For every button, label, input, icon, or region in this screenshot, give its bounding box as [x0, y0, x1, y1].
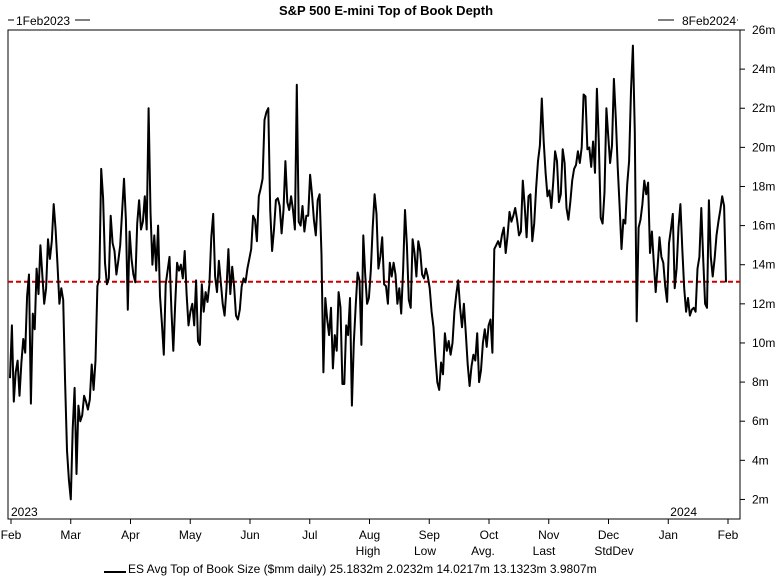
- year-label-end: 2024: [670, 505, 697, 519]
- chart: S&P 500 E-mini Top of Book Depth 1Feb202…: [1, 3, 776, 542]
- stat-high-value: 25.1832m: [329, 562, 384, 576]
- stat-last-label: Last: [532, 544, 556, 558]
- stat-last-value: 13.1323m: [493, 562, 547, 576]
- stat-low-value: 2.0232m: [386, 562, 434, 576]
- range-end-label: 8Feb2024: [682, 14, 736, 28]
- stat-last: Last: [526, 544, 562, 560]
- x-axis: Feb Mar Apr May Jun Jul Aug Sep Oct Nov Dec Jan Feb: [1, 519, 739, 542]
- stat-avg: Avg.: [465, 544, 501, 560]
- x-tick-label: Sep: [419, 528, 441, 542]
- stat-high-label: High: [355, 544, 381, 558]
- y-tick-label: 12m: [752, 297, 775, 311]
- legend-series-name: ES Avg Top of Book Size ($mm daily) 25.1…: [128, 562, 597, 576]
- x-tick-label: Dec: [598, 528, 619, 542]
- legend-swatch: [104, 571, 126, 573]
- x-tick-label: Mar: [60, 528, 81, 542]
- y-tick-label: 4m: [752, 453, 769, 467]
- x-tick-label: Nov: [538, 528, 559, 542]
- series-line: [9, 44, 727, 501]
- stat-stddev-label: StdDev: [594, 544, 634, 558]
- y-tick-label: 18m: [752, 179, 775, 193]
- stat-avg-label: Avg.: [471, 544, 495, 558]
- year-label-start: 2023: [11, 505, 38, 519]
- y-tick-label: 14m: [752, 258, 775, 272]
- x-tick-label: Jul: [302, 528, 317, 542]
- y-tick-label: 16m: [752, 219, 775, 233]
- stats-panel: High Low Avg. Last StdDev: [0, 544, 778, 578]
- stat-low-label: Low: [413, 544, 436, 558]
- legend-series-label: ES Avg Top of Book Size ($mm daily): [128, 562, 327, 576]
- x-tick-label: Aug: [359, 528, 380, 542]
- chart-title: S&P 500 E-mini Top of Book Depth: [279, 3, 493, 18]
- plot-area: [7, 29, 741, 520]
- x-tick-label: Jan: [659, 528, 678, 542]
- x-tick-label: Oct: [480, 528, 499, 542]
- x-tick-label: Jun: [240, 528, 259, 542]
- y-tick-label: 10m: [752, 336, 775, 350]
- stat-low: Low: [409, 544, 441, 560]
- stat-high: High: [350, 544, 386, 560]
- x-tick-label: May: [179, 528, 202, 542]
- y-tick-label: 26m: [752, 23, 775, 37]
- y-tick-label: 2m: [752, 492, 769, 506]
- y-tick-label: 24m: [752, 62, 775, 76]
- x-tick-label: Feb: [718, 528, 739, 542]
- y-tick-label: 22m: [752, 101, 775, 115]
- x-tick-label: Feb: [1, 528, 22, 542]
- y-tick-label: 20m: [752, 140, 775, 154]
- y-tick-label: 8m: [752, 375, 769, 389]
- x-tick-label: Apr: [121, 528, 140, 542]
- stat-stddev: StdDev: [586, 544, 642, 560]
- y-axis: 2m 4m 6m 8m 10m 12m 14m 16m 18m 20m 22m 24m 26m: [740, 23, 775, 506]
- range-start-label: 1Feb2023: [16, 14, 70, 28]
- y-tick-label: 6m: [752, 414, 769, 428]
- stat-avg-value: 14.0217m: [436, 562, 490, 576]
- stat-stddev-value: 3.9807m: [549, 562, 597, 576]
